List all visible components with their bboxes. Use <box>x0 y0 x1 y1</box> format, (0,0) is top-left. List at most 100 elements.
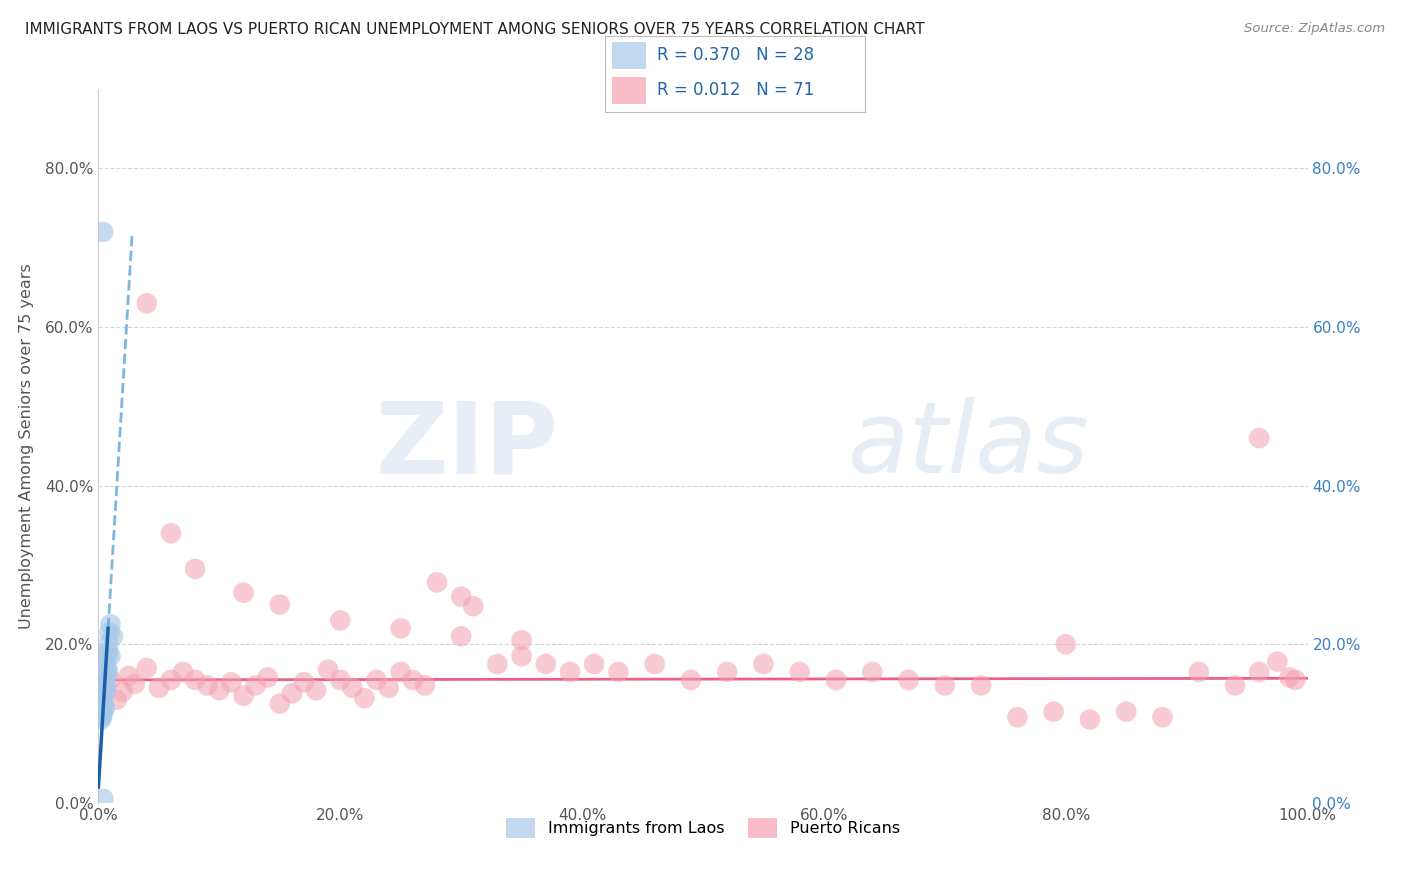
Point <box>1188 665 1211 679</box>
Point <box>111 685 134 699</box>
Point <box>100 673 122 687</box>
Text: R = 0.012   N = 71: R = 0.012 N = 71 <box>657 81 814 99</box>
Y-axis label: Unemployment Among Seniors over 75 years: Unemployment Among Seniors over 75 years <box>18 263 34 629</box>
Point <box>558 665 581 679</box>
Point <box>100 617 122 632</box>
Point <box>135 661 157 675</box>
Point <box>96 661 118 675</box>
Text: atlas: atlas <box>848 398 1090 494</box>
Point <box>221 675 243 690</box>
Point <box>98 625 121 640</box>
Point <box>91 681 114 695</box>
Text: Source: ZipAtlas.com: Source: ZipAtlas.com <box>1244 22 1385 36</box>
Text: R = 0.370   N = 28: R = 0.370 N = 28 <box>657 46 814 64</box>
Point <box>1223 678 1246 692</box>
Point <box>402 673 425 687</box>
Text: ZIP: ZIP <box>375 398 558 494</box>
Point <box>97 665 120 679</box>
Point <box>1284 673 1306 687</box>
Point <box>413 678 436 692</box>
Point <box>934 678 956 692</box>
Point <box>1054 637 1077 651</box>
Legend: Immigrants from Laos, Puerto Ricans: Immigrants from Laos, Puerto Ricans <box>499 812 907 845</box>
Point <box>534 657 557 671</box>
Point <box>1249 431 1271 445</box>
Point <box>353 691 375 706</box>
Point <box>91 710 114 724</box>
Point <box>679 673 702 687</box>
Point <box>860 665 883 679</box>
Point <box>93 681 115 695</box>
Bar <box>613 77 647 104</box>
Point <box>94 685 117 699</box>
Point <box>486 657 509 671</box>
Point <box>245 678 267 692</box>
Point <box>101 629 124 643</box>
Point <box>91 692 114 706</box>
Point <box>1115 705 1137 719</box>
Point <box>97 637 120 651</box>
Point <box>93 700 115 714</box>
Text: IMMIGRANTS FROM LAOS VS PUERTO RICAN UNEMPLOYMENT AMONG SENIORS OVER 75 YEARS CO: IMMIGRANTS FROM LAOS VS PUERTO RICAN UNE… <box>25 22 925 37</box>
Point <box>232 585 254 599</box>
Point <box>91 689 114 703</box>
Point <box>1042 705 1064 719</box>
Point <box>583 657 606 671</box>
Point <box>342 681 364 695</box>
Point <box>463 599 485 614</box>
Point <box>256 671 278 685</box>
Point <box>269 598 291 612</box>
Point <box>93 702 115 716</box>
Point <box>450 590 472 604</box>
Point <box>716 665 738 679</box>
Point <box>389 665 412 679</box>
Point <box>366 673 388 687</box>
Point <box>208 683 231 698</box>
Point <box>195 678 218 692</box>
Point <box>94 677 117 691</box>
Point <box>510 649 533 664</box>
Point <box>160 673 183 687</box>
Bar <box>613 42 647 69</box>
Point <box>118 669 141 683</box>
Point <box>91 792 114 806</box>
Point <box>97 645 120 659</box>
Point <box>91 705 114 719</box>
Point <box>316 663 339 677</box>
Point <box>184 673 207 687</box>
Point <box>90 708 112 723</box>
Point <box>292 675 315 690</box>
Point <box>1267 655 1289 669</box>
Point <box>172 665 194 679</box>
Point <box>1152 710 1174 724</box>
Point <box>90 713 112 727</box>
Point <box>1007 710 1029 724</box>
Point <box>124 677 146 691</box>
Point <box>377 681 399 695</box>
Point <box>269 697 291 711</box>
Point <box>1278 671 1301 685</box>
Point <box>607 665 630 679</box>
Point <box>970 678 993 692</box>
Point <box>105 692 128 706</box>
Point <box>1249 665 1271 679</box>
Point <box>148 681 170 695</box>
Point <box>644 657 666 671</box>
Point <box>789 665 811 679</box>
Point <box>96 649 118 664</box>
Point <box>96 669 118 683</box>
Point <box>160 526 183 541</box>
Point <box>100 649 122 664</box>
Point <box>94 683 117 698</box>
Point <box>389 621 412 635</box>
Point <box>281 686 304 700</box>
Point <box>825 673 848 687</box>
Point <box>232 689 254 703</box>
Point <box>305 683 328 698</box>
Point <box>94 657 117 671</box>
Point <box>91 697 114 711</box>
Point <box>897 673 920 687</box>
Point <box>184 562 207 576</box>
Point <box>426 575 449 590</box>
Point <box>450 629 472 643</box>
